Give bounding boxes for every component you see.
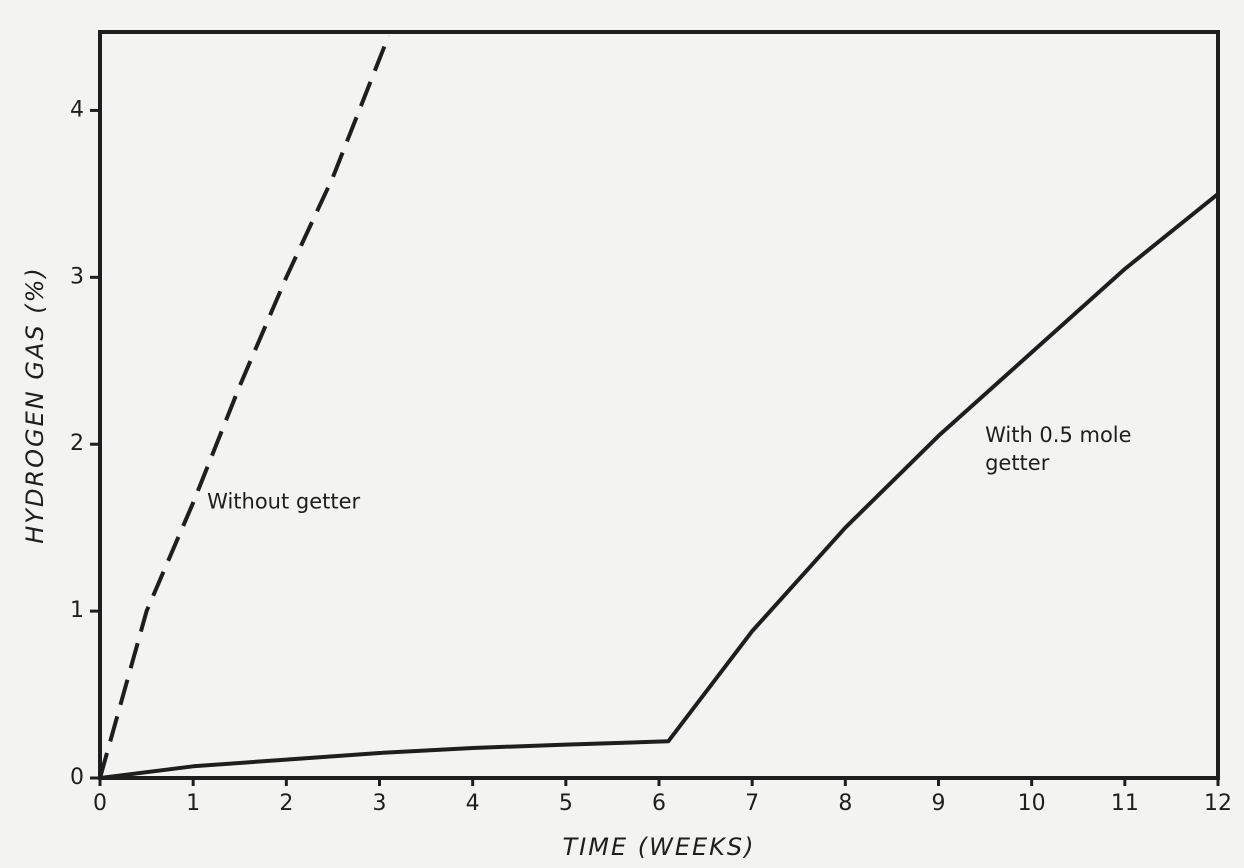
x-axis-title: TIME (WEEKS)	[563, 833, 756, 861]
series-annotation: Without getter	[207, 490, 360, 514]
x-tick-label: 0	[93, 791, 107, 816]
x-tick-label: 7	[745, 791, 759, 816]
x-tick-label: 11	[1111, 791, 1139, 816]
series-line	[100, 192, 1218, 778]
x-tick-label: 2	[279, 791, 293, 816]
y-tick-label: 4	[70, 97, 84, 122]
x-tick-label: 3	[373, 791, 387, 816]
x-tick-label: 12	[1204, 791, 1232, 816]
x-tick-label: 4	[466, 791, 480, 816]
plot-frame	[98, 30, 1220, 780]
y-tick-label: 1	[70, 598, 84, 623]
x-tick-label: 5	[559, 791, 573, 816]
series-annotation: getter	[985, 451, 1050, 475]
x-tick-label: 8	[838, 791, 852, 816]
x-tick-label: 6	[652, 791, 666, 816]
series-annotation: With 0.5 mole	[985, 423, 1131, 447]
y-tick-label: 0	[70, 765, 84, 790]
x-tick-label: 10	[1018, 791, 1046, 816]
y-axis-title: HYDROGEN GAS (%)	[21, 266, 49, 544]
x-tick-label: 9	[932, 791, 946, 816]
y-tick-label: 3	[70, 264, 84, 289]
y-tick-label: 2	[70, 431, 84, 456]
x-tick-label: 1	[186, 791, 200, 816]
series-line	[100, 34, 391, 778]
